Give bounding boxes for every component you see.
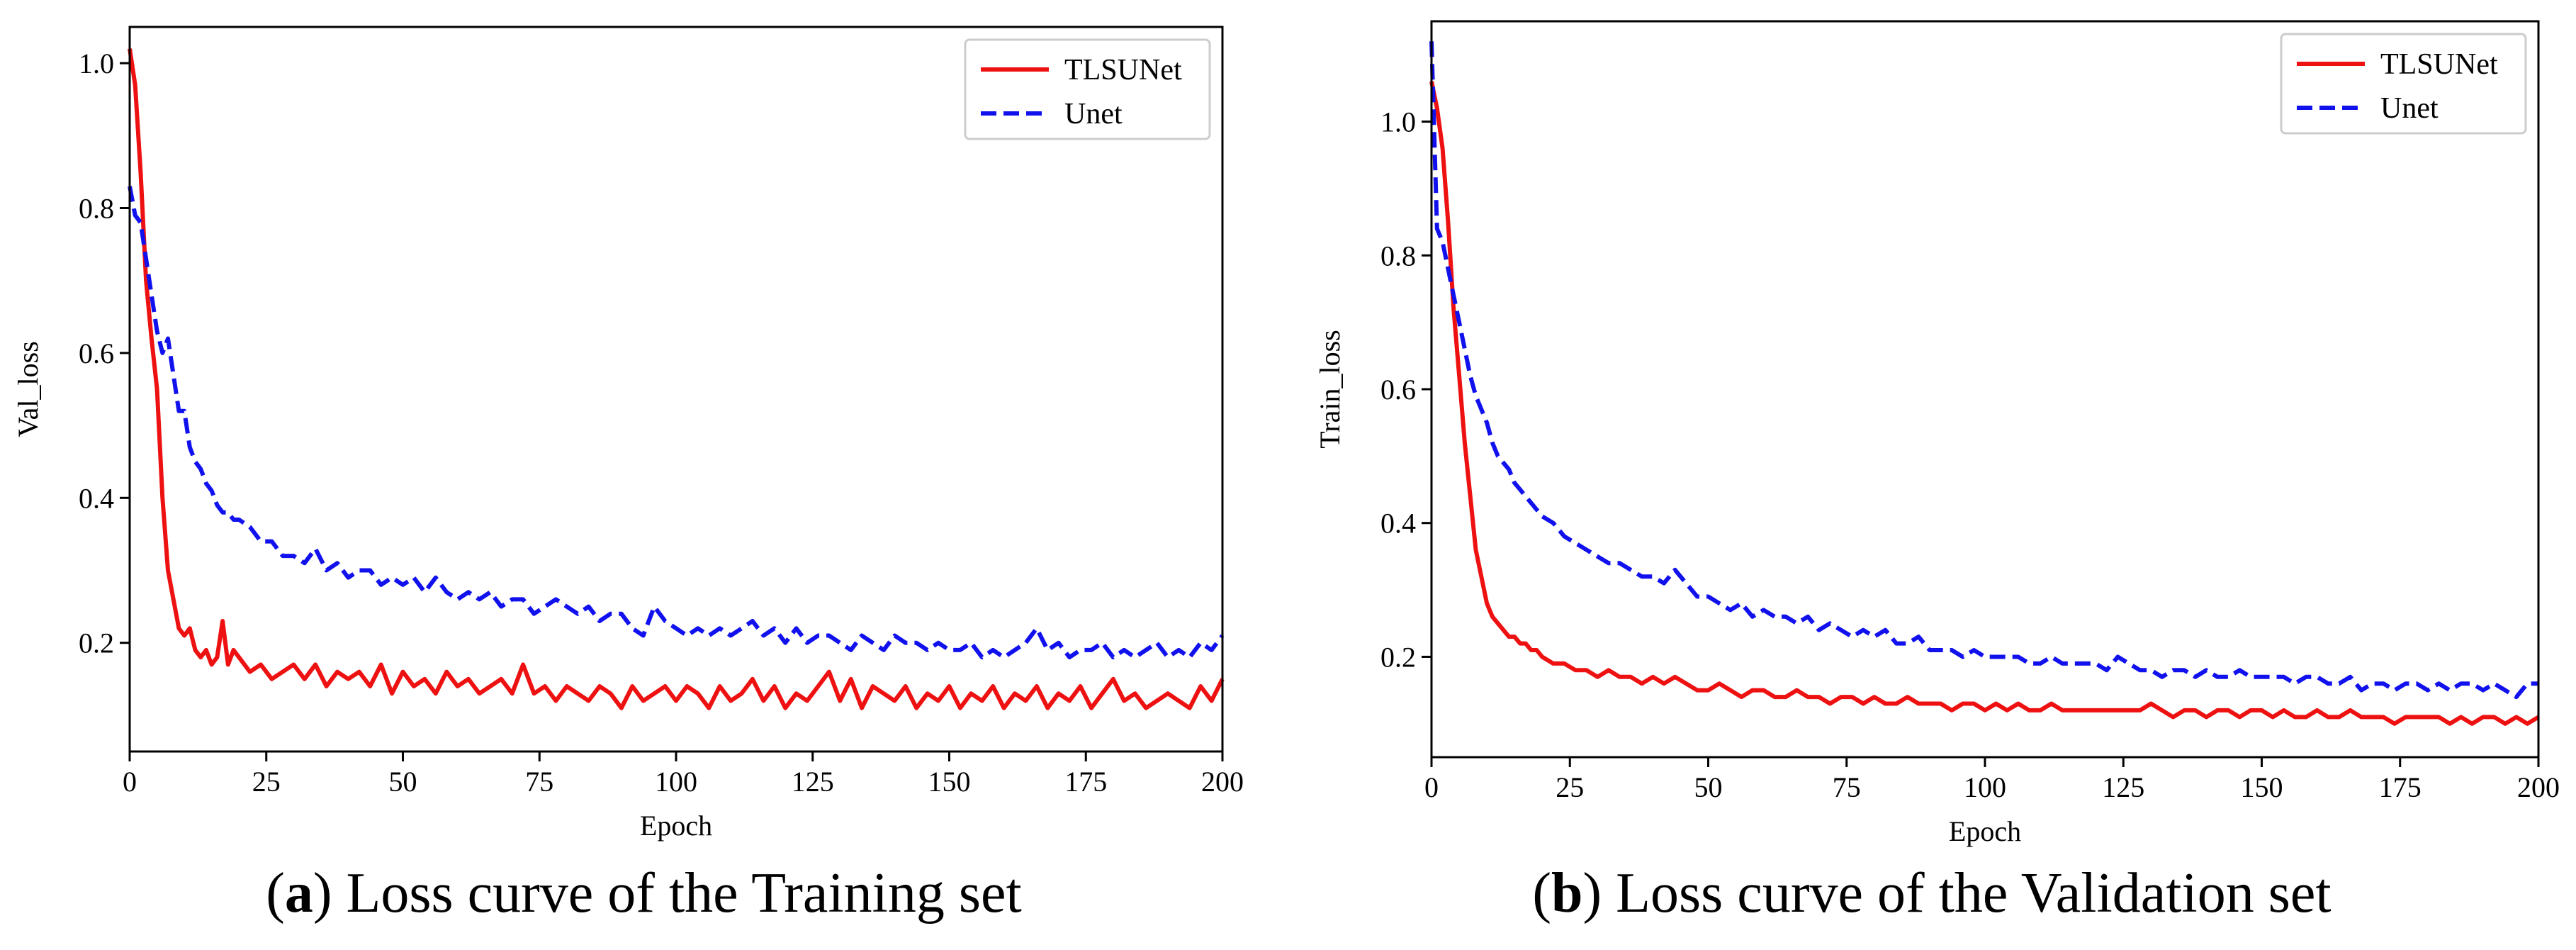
y-tick-label: 0.2 xyxy=(1380,641,1416,673)
series-line-tlsunet xyxy=(128,48,1225,710)
x-tick-label: 175 xyxy=(2379,771,2422,803)
x-tick-label: 150 xyxy=(2241,771,2283,803)
caption-text-b: Loss curve of the Validation set xyxy=(1616,862,2332,924)
chart-panel-a: 0 25 50 75 100 125 150 175 200 0.2 0.4 0.6 0.8 1.0 Epo… xyxy=(12,26,1244,924)
x-tick-label: 50 xyxy=(1694,771,1723,803)
y-tick-label: 0.4 xyxy=(1380,508,1416,540)
x-tick-label: 50 xyxy=(389,766,417,798)
caption-b: (b) Loss curve of the Validation set xyxy=(1532,862,2332,924)
y-axis-title: Train_loss xyxy=(1314,330,1346,448)
caption-text-a: Loss curve of the Training set xyxy=(346,862,1022,924)
caption-label-a: a xyxy=(284,862,313,924)
x-tick-label: 75 xyxy=(1833,771,1861,803)
y-tick-label: 1.0 xyxy=(1380,106,1416,138)
series-line-unet xyxy=(128,186,1225,660)
x-tick-label: 150 xyxy=(928,766,971,798)
caption-a: (a) Loss curve of the Training set xyxy=(266,862,1022,924)
x-tick-label: 200 xyxy=(2517,771,2560,803)
loss-chart-b: 0 25 50 75 100 125 150 175 200 0.2 0.4 0.6 0.8 1.0 Epo… xyxy=(1314,20,2560,847)
x-tick-label: 100 xyxy=(1964,771,2006,803)
y-tick-label: 0.6 xyxy=(79,337,114,369)
loss-chart-a: 0 25 50 75 100 125 150 175 200 0.2 0.4 0.6 0.8 1.0 Epo… xyxy=(12,26,1244,842)
series-line-tlsunet xyxy=(1429,81,2540,726)
x-axis-title: Epoch xyxy=(640,810,712,842)
y-tick-label: 1.0 xyxy=(79,48,114,79)
x-axis-title: Epoch xyxy=(1949,815,2021,847)
x-tick-label: 0 xyxy=(123,766,137,798)
y-tick-label: 0.2 xyxy=(79,627,114,659)
legend: TLSUNet Unet xyxy=(964,38,1211,140)
y-tick-label: 0.8 xyxy=(79,193,114,225)
y-tick-label: 0.8 xyxy=(1380,240,1416,272)
legend: TLSUNet Unet xyxy=(2280,33,2527,135)
x-tick-label: 100 xyxy=(655,766,697,798)
legend-label-tlsunet: TLSUNet xyxy=(1064,54,1182,86)
x-tick-label: 200 xyxy=(1201,766,1244,798)
legend-label-unet: Unet xyxy=(2380,92,2439,125)
y-tick-label: 0.6 xyxy=(1380,374,1416,406)
legend-label-unet: Unet xyxy=(1064,98,1123,130)
legend-label-tlsunet: TLSUNet xyxy=(2380,48,2498,81)
x-tick-label: 0 xyxy=(1424,771,1439,803)
x-tick-label: 25 xyxy=(252,766,281,798)
y-axis-title: Val_loss xyxy=(12,341,44,437)
series-line-unet xyxy=(1429,41,2538,700)
x-tick-label: 125 xyxy=(792,766,834,798)
x-tick-label: 25 xyxy=(1556,771,1584,803)
x-tick-label: 175 xyxy=(1064,766,1107,798)
x-tick-label: 125 xyxy=(2102,771,2144,803)
y-tick-label: 0.4 xyxy=(79,482,114,514)
caption-label-b: b xyxy=(1551,862,1583,924)
x-tick-label: 75 xyxy=(525,766,553,798)
chart-panel-b: 0 25 50 75 100 125 150 175 200 0.2 0.4 0.6 0.8 1.0 Epo… xyxy=(1288,0,2576,950)
